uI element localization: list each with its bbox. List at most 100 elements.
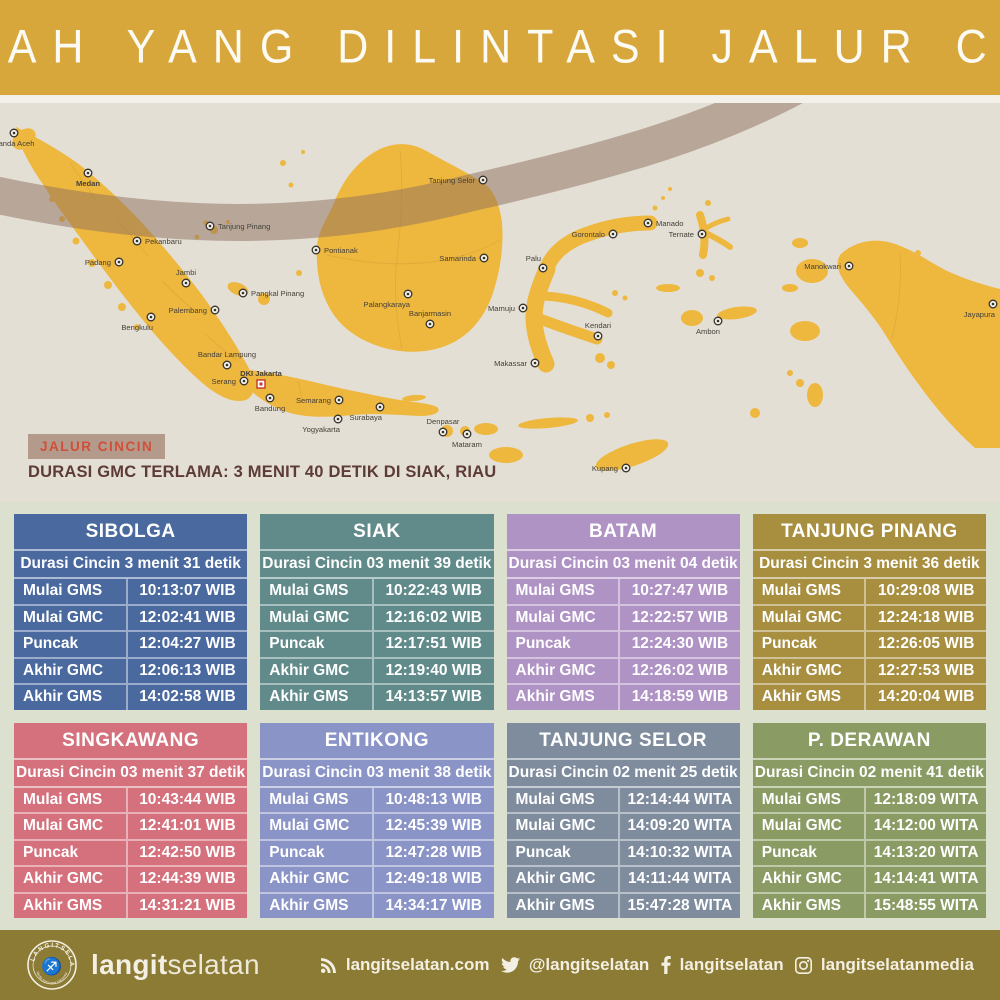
city-pekanbaru: Pekanbaru <box>132 236 182 246</box>
city-label: Tanjung Selor <box>429 176 476 185</box>
card-row: Mulai GMS 10:22:43 WIB <box>260 579 494 606</box>
city-label: Kendari <box>585 321 611 330</box>
card-row: Mulai GMC 12:16:02 WIB <box>260 605 494 632</box>
event-time: 10:27:47 WIB <box>631 582 729 600</box>
event-label: Mulai GMS <box>507 579 621 604</box>
brand-wordmark: langitselatan <box>91 949 260 981</box>
city-card-p-derawan: P. DERAWAN Durasi Cincin 02 menit 41 deti… <box>752 722 986 918</box>
city-label: Palembang <box>169 306 207 315</box>
card-row: Akhir GMS 14:34:17 WIB <box>260 893 493 918</box>
card-row: Mulai GMS 10:43:44 WIB <box>14 787 248 814</box>
title-banner: WILAYAH YANG DILINTASI JALUR CINCIN <box>0 0 1000 95</box>
footer-link-label: langitselatan.com <box>345 955 490 974</box>
city-manokwari: Manokwari <box>804 261 854 271</box>
card-row: Akhir GMC 12:44:39 WIB <box>14 867 248 894</box>
city-label: Serang <box>212 377 237 386</box>
event-time: 14:11:44 WITA <box>627 870 732 888</box>
city-surabaya: Surabaya <box>349 402 385 422</box>
city-markers: Banda Aceh Medan Tanjung Pinang Pekanbaru Pa… <box>0 128 998 473</box>
event-time: 12:47:28 WIB <box>385 843 482 861</box>
event-time: 14:10:32 WITA <box>627 843 733 861</box>
city-label: Banjarmasin <box>409 309 451 318</box>
city-label: Padang <box>85 258 111 267</box>
event-time: 14:02:58 WIB <box>139 688 236 706</box>
city-label: Banda Aceh <box>0 139 34 148</box>
card-row: Akhir GMC 12:19:40 WIB <box>260 658 494 685</box>
event-time: 10:43:44 WIB <box>139 790 236 808</box>
event-time: 10:29:08 WIB <box>877 582 975 600</box>
event-label: Akhir GMC <box>753 867 867 892</box>
event-time: 14:09:20 WITA <box>627 817 733 835</box>
city-label: Samarinda <box>439 254 476 263</box>
city-label: Yogyakarta <box>302 425 340 434</box>
card-row: Mulai GMC 14:12:00 WITA <box>752 814 986 841</box>
event-time: 12:44:39 WIB <box>139 870 236 888</box>
event-label: Akhir GMS <box>260 893 374 918</box>
card-row: Akhir GMC 12:06:13 WIB <box>14 658 248 685</box>
footer-link--langitselatan[interactable]: @langitselatan <box>500 955 649 975</box>
city-label: Mataram <box>452 440 482 449</box>
city-label: Tanjung Pinang <box>218 222 270 231</box>
event-label: Mulai GMC <box>14 814 128 839</box>
city-label: Manokwari <box>804 262 841 271</box>
city-manado: Manado <box>643 218 683 228</box>
event-label: Mulai GMS <box>753 787 867 812</box>
event-time: 12:49:18 WIB <box>385 870 482 888</box>
city-label: Bengkulu <box>121 323 153 332</box>
event-time: 12:14:44 WITA <box>627 790 733 808</box>
city-palembang: Palembang <box>169 305 220 315</box>
event-label: Mulai GMC <box>14 605 128 630</box>
city-card-batam: BATAM Durasi Cincin 03 menit 04 detik Mula… <box>506 514 740 710</box>
event-label: Puncak <box>14 840 128 865</box>
event-time: 14:14:41 WITA <box>873 870 979 888</box>
city-palangkaraya: Palangkaraya <box>364 289 413 309</box>
card-city-name: TANJUNG SELOR <box>539 729 707 751</box>
card-row: Akhir GMS 14:13:57 WIB <box>260 685 493 710</box>
footer-link-label: langitselatanmedia <box>820 955 974 974</box>
card-row: Puncak 12:26:05 WIB <box>752 632 986 659</box>
footer-link-langitselatanmedia[interactable]: langitselatanmedia <box>794 955 974 975</box>
city-palu: Palu <box>526 254 548 273</box>
card-row: Mulai GMC 14:09:20 WITA <box>506 814 740 841</box>
card-row: Puncak 14:10:32 WITA <box>506 840 740 867</box>
brand-light: selatan <box>167 949 260 980</box>
card-row: Mulai GMS 12:18:09 WITA <box>752 787 986 814</box>
event-label: Akhir GMS <box>14 685 128 710</box>
event-time: 12:41:01 WIB <box>139 817 236 835</box>
card-duration: Durasi Cincin 03 menit 04 detik <box>506 549 740 579</box>
event-label: Mulai GMC <box>260 605 374 630</box>
city-label: Palangkaraya <box>364 300 411 309</box>
event-label: Akhir GMS <box>507 685 621 710</box>
city-serang: Serang <box>212 376 249 386</box>
card-row: Puncak 12:17:51 WIB <box>260 632 494 659</box>
city-tanjung-selor: Tanjung Selor <box>429 175 488 185</box>
event-label: Puncak <box>14 632 128 657</box>
event-label: Mulai GMS <box>753 579 867 604</box>
card-row: Akhir GMC 14:14:41 WITA <box>752 867 986 894</box>
card-row: Puncak 12:04:27 WIB <box>14 632 248 659</box>
card-row: Akhir GMC 12:27:53 WIB <box>752 658 986 685</box>
event-time: 10:48:13 WIB <box>385 790 482 808</box>
event-label: Mulai GMC <box>753 814 867 839</box>
centaur-archer-icon: ♐ <box>41 956 62 976</box>
event-time: 14:18:59 WIB <box>631 688 729 706</box>
city-banda-aceh: Banda Aceh <box>0 128 34 148</box>
event-label: Mulai GMC <box>507 605 621 630</box>
event-label: Mulai GMS <box>14 787 128 812</box>
event-time: 12:18:09 WITA <box>873 790 979 808</box>
card-duration: Durasi Cincin 03 menit 37 detik <box>14 757 248 788</box>
city-mataram: Mataram <box>452 429 482 449</box>
event-time: 14:13:20 WITA <box>873 843 979 861</box>
footer-link-label: langitselatan <box>679 955 784 974</box>
card-row: Mulai GMS 10:29:08 WIB <box>752 579 986 606</box>
card-row: Mulai GMC 12:24:18 WIB <box>752 605 986 632</box>
event-label: Akhir GMC <box>260 867 374 892</box>
ring-path-legend: JALUR CINCIN <box>28 434 166 459</box>
city-card-tanjung-selor: TANJUNG SELOR Durasi Cincin 02 menit 25 d… <box>506 722 740 918</box>
city-label: Jambi <box>176 268 197 277</box>
card-city-name: SIAK <box>353 521 401 542</box>
card-city-name: P. DERAWAN <box>807 729 931 751</box>
city-label: Pekanbaru <box>145 237 182 246</box>
footer-link-langitselatan-com[interactable]: langitselatan.com <box>320 955 490 975</box>
footer-link-langitselatan[interactable]: langitselatan <box>661 955 784 975</box>
